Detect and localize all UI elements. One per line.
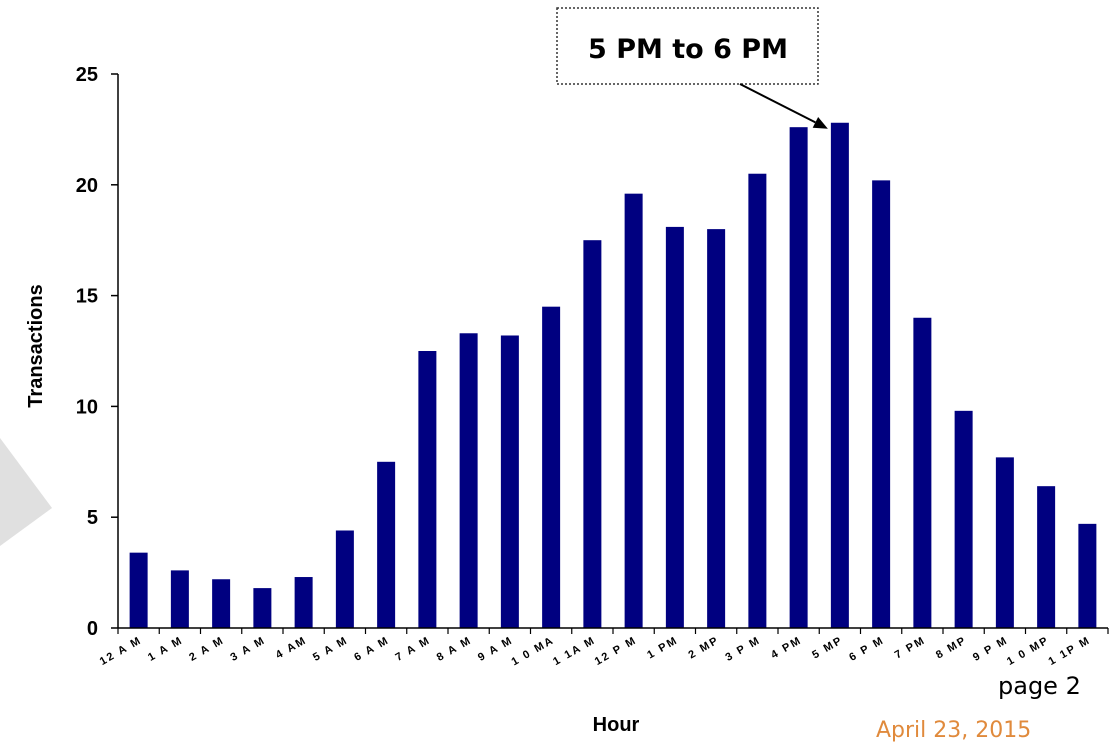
bar xyxy=(872,180,891,629)
bar xyxy=(377,461,396,628)
y-axis-title: Transactions xyxy=(25,284,47,407)
bar xyxy=(789,127,808,629)
x-tick-label: 1 A M xyxy=(146,634,185,664)
bar xyxy=(294,577,313,628)
x-tick-label: 8 A M xyxy=(435,634,474,664)
x-tick-label: 6 P M xyxy=(847,634,886,664)
bar xyxy=(459,333,478,628)
page-number: page 2 xyxy=(998,672,1081,700)
date-label: April 23, 2015 xyxy=(876,718,1032,743)
callout-text: 5 PM to 6 PM xyxy=(588,34,788,65)
x-tick-label: 7 PM xyxy=(893,634,928,661)
callout-box xyxy=(556,7,819,85)
bar xyxy=(1078,523,1097,628)
bar xyxy=(418,351,437,628)
bar xyxy=(665,226,684,629)
x-tick-label: 5 A M xyxy=(311,634,350,664)
bar xyxy=(129,552,148,628)
bar xyxy=(830,122,849,628)
bar xyxy=(212,579,231,628)
y-tick-label: 10 xyxy=(76,396,98,418)
y-tick-label: 25 xyxy=(76,64,98,86)
x-tick-label: 4 PM xyxy=(769,634,804,661)
x-tick-label: 1 1A M xyxy=(551,634,598,668)
axes-group xyxy=(111,73,1109,634)
bar xyxy=(253,588,272,628)
decorative-gray-triangle xyxy=(0,438,52,546)
bar xyxy=(335,530,354,628)
bars-group xyxy=(129,122,1097,629)
x-tick-label: 12 A M xyxy=(98,634,144,668)
bar xyxy=(542,306,561,628)
y-tick-label: 15 xyxy=(76,286,98,308)
bar xyxy=(170,570,189,628)
bar xyxy=(748,173,767,628)
x-axis-title: Hour xyxy=(593,714,640,736)
x-tick-label: 3 A M xyxy=(229,634,268,664)
bar xyxy=(1037,486,1056,628)
y-tick-label: 5 xyxy=(87,507,98,529)
x-tick-label: 2 MP xyxy=(686,634,721,661)
x-tick-label: 1 0 MP xyxy=(1005,634,1052,668)
bar xyxy=(954,410,973,628)
x-tick-label: 1 0 MA xyxy=(510,634,557,668)
x-tick-label: 3 P M xyxy=(724,634,763,664)
bar xyxy=(500,335,519,628)
bar xyxy=(707,229,726,628)
bar xyxy=(624,193,643,628)
y-tick-label: 0 xyxy=(87,618,98,640)
x-tick-label: 8 MP xyxy=(934,634,969,661)
x-tick-label: 1 PM xyxy=(645,634,680,661)
x-tick-label: 9 P M xyxy=(971,634,1010,664)
x-tick-label: 7 A M xyxy=(394,634,433,664)
bar xyxy=(995,457,1014,628)
y-tick-labels: 0 5 10 15 20 25 xyxy=(76,64,98,640)
callout-arrowhead xyxy=(812,117,828,129)
x-tick-label: 2 A M xyxy=(187,634,226,664)
callout-arrow xyxy=(739,83,816,124)
x-tick-label: 6 A M xyxy=(352,634,391,664)
callout: 5 PM to 6 PM xyxy=(556,7,828,129)
x-tick-label: 12 P M xyxy=(593,634,639,668)
x-tick-label: 1 1P M xyxy=(1046,634,1092,668)
y-tick-label: 20 xyxy=(76,175,98,197)
x-tick-label: 5 MP xyxy=(810,634,845,661)
bar xyxy=(583,240,602,628)
bar xyxy=(913,317,932,628)
x-tick-label: 4 AM xyxy=(274,634,309,661)
